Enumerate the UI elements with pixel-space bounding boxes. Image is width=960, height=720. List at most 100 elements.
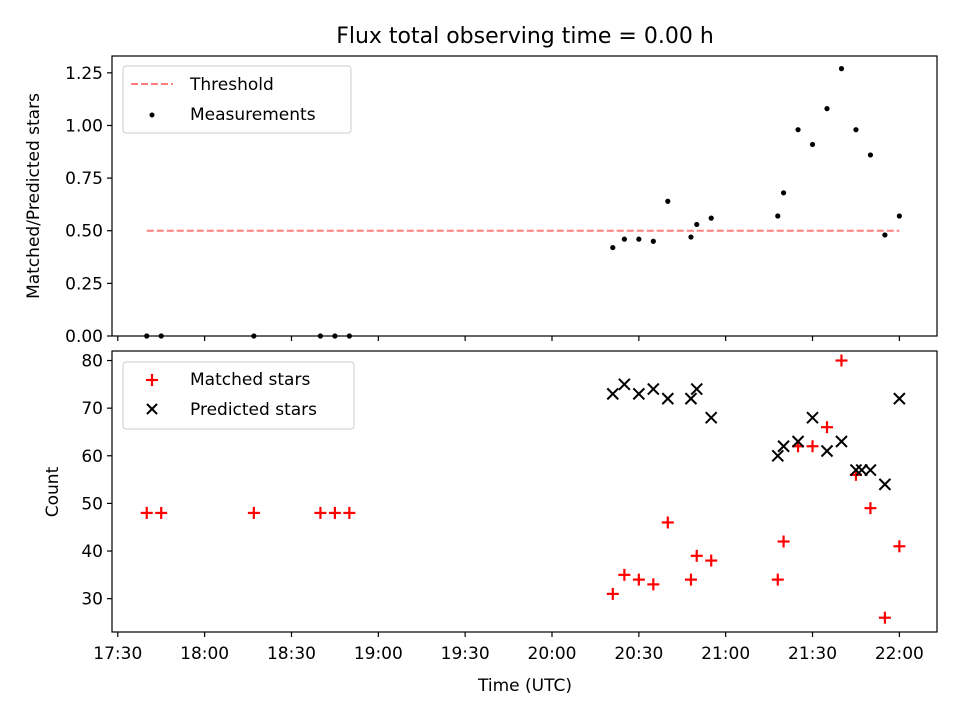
matched-stars-point	[618, 568, 631, 581]
measurements-point	[867, 152, 874, 158]
ratio-legend-box	[122, 65, 352, 134]
predicted-stars-point	[661, 392, 674, 405]
matched-stars-point	[247, 506, 260, 519]
predicted-stars-point	[806, 411, 819, 424]
matched-stars-point	[878, 611, 891, 624]
y-tick-label: 80	[81, 352, 103, 372]
count-legend-box	[122, 361, 355, 430]
predicted-stars-point	[820, 444, 834, 458]
measurements-point	[775, 213, 781, 219]
predicted-stars-point	[777, 440, 790, 453]
count-marks	[140, 354, 906, 624]
predicted-stars-point	[606, 387, 619, 401]
matched-stars-point	[835, 354, 848, 367]
figure-title: Flux total observing time = 0.00 h	[336, 24, 714, 49]
measurements-point	[896, 213, 902, 219]
ratio-legend: Threshold Measurements	[122, 65, 352, 134]
measurements-point	[251, 333, 257, 339]
y-tick-label: 60	[81, 447, 103, 467]
x-tick-label: 20:00	[528, 644, 577, 664]
x-tick-label: 17:30	[93, 644, 142, 664]
matched-stars-point	[328, 506, 341, 519]
predicted-stars-point	[791, 435, 805, 448]
measurements-point	[665, 198, 671, 204]
x-tick-label: 21:00	[701, 644, 750, 664]
ratio-x-ticks	[117, 336, 900, 341]
count-y-ticks: 30 40 50 60 70 80	[81, 352, 112, 610]
measurements-point	[882, 232, 888, 238]
matched-stars-point	[606, 587, 619, 600]
predicted-stars-point	[647, 382, 660, 396]
matched-stars-point	[777, 535, 790, 548]
threshold-legend-label: Threshold	[189, 75, 274, 95]
matched-legend-swatch	[146, 374, 158, 386]
count-y-axis-label: Count	[43, 466, 63, 517]
predicted-stars-point	[705, 411, 718, 424]
matched-stars-point	[632, 573, 645, 586]
matched-legend-label: Matched stars	[190, 370, 310, 390]
y-tick-label: 0.50	[65, 222, 103, 242]
count-panel: 30 40 50 60 70 80 17:30 18:00 18:30 19:00 19:30 20…	[43, 350, 938, 696]
measurements-point	[144, 333, 150, 339]
ratio-panel: 0.00 0.25 0.50 0.75 1.00 1.25 Matched/Predict…	[24, 55, 938, 347]
measurements-point	[621, 236, 627, 242]
predicted-stars-point	[684, 392, 698, 405]
count-legend: Matched stars Predicted stars	[122, 361, 355, 430]
predicted-stars-point	[835, 435, 848, 448]
measurements-legend-label: Measurements	[190, 105, 316, 125]
matched-stars-point	[661, 516, 674, 529]
measurements-point	[610, 244, 616, 251]
measurements-legend-swatch	[149, 112, 155, 118]
measurements-point	[853, 127, 859, 133]
ratio-y-axis-label: Matched/Predicted stars	[24, 93, 44, 299]
matched-stars-point	[806, 440, 819, 453]
measurements-point	[780, 190, 787, 196]
x-tick-label: 19:00	[354, 644, 403, 664]
measurements-point	[795, 127, 801, 133]
matched-stars-point	[684, 573, 697, 586]
y-tick-label: 1.00	[65, 116, 103, 136]
measurements-point	[824, 106, 830, 112]
y-tick-label: 0.00	[65, 327, 103, 347]
predicted-stars-point	[632, 387, 646, 401]
matched-stars-point	[893, 540, 906, 553]
matched-stars-point	[690, 549, 703, 562]
predicted-stars-point	[618, 378, 631, 391]
measurements-point	[636, 236, 642, 242]
measurements-point	[708, 215, 714, 221]
x-tick-label: 19:30	[441, 644, 490, 664]
measurements-point	[838, 66, 845, 72]
y-tick-label: 30	[81, 590, 103, 610]
ratio-plot-frame	[111, 55, 938, 337]
matched-stars-point	[705, 554, 718, 567]
x-tick-label: 21:30	[788, 644, 837, 664]
predicted-stars-point	[878, 478, 892, 491]
matched-stars-point	[864, 502, 877, 515]
predicted-stars-point	[690, 382, 703, 396]
predicted-stars-point	[893, 392, 906, 405]
y-tick-label: 50	[81, 494, 103, 514]
y-tick-label: 70	[81, 399, 103, 419]
matched-stars-point	[647, 578, 660, 591]
measurements-point	[317, 333, 324, 339]
ratio-y-ticks: 0.00 0.25 0.50 0.75 1.00 1.25	[65, 64, 112, 347]
matched-stars-point	[314, 506, 327, 519]
predicted-legend-swatch	[146, 403, 158, 415]
x-tick-label: 20:30	[614, 644, 663, 664]
measurements-point	[650, 238, 656, 244]
matched-stars-point	[343, 506, 356, 519]
matched-stars-point	[771, 573, 784, 586]
matched-stars-point	[140, 506, 153, 519]
ratio-marks	[144, 66, 902, 339]
measurements-point	[809, 141, 816, 148]
measurements-point	[332, 333, 338, 339]
measurements-point	[688, 234, 694, 240]
predicted-stars-point	[771, 449, 784, 462]
count-x-ticks: 17:30 18:00 18:30 19:00 19:30 20:00 20:30 21:00…	[93, 632, 924, 664]
y-tick-label: 0.25	[65, 274, 103, 294]
measurements-point	[346, 333, 352, 339]
x-tick-label: 22:00	[875, 644, 924, 664]
predicted-legend-label: Predicted stars	[190, 400, 317, 420]
count-x-axis-label: Time (UTC)	[477, 676, 572, 696]
